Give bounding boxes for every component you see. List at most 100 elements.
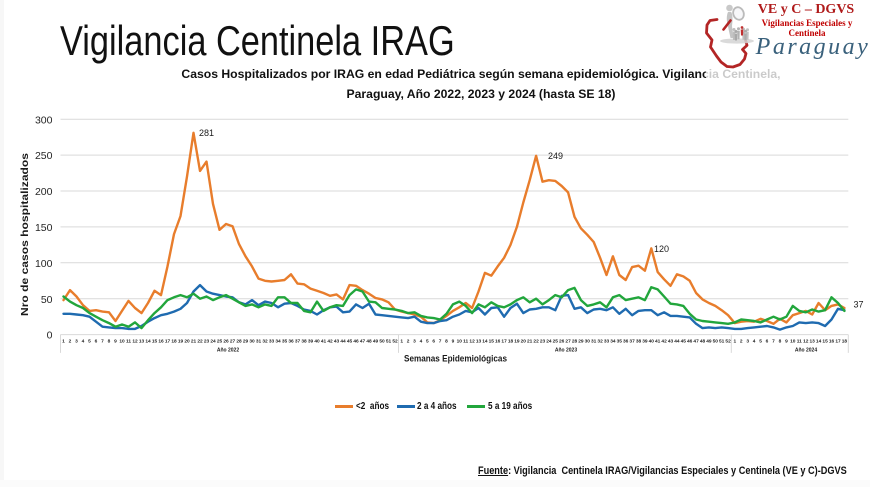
- svg-text:43: 43: [334, 339, 340, 345]
- svg-text:7: 7: [439, 339, 442, 345]
- svg-text:6: 6: [95, 339, 98, 345]
- svg-text:250: 250: [35, 150, 53, 162]
- svg-text:41: 41: [655, 339, 661, 345]
- svg-text:12: 12: [469, 339, 475, 345]
- svg-text:47: 47: [360, 339, 366, 345]
- svg-text:10: 10: [790, 339, 796, 345]
- svg-text:29: 29: [578, 339, 584, 345]
- svg-text:29: 29: [243, 339, 249, 345]
- svg-text:52: 52: [392, 339, 398, 345]
- svg-text:25: 25: [553, 339, 559, 345]
- svg-text:5: 5: [426, 339, 429, 345]
- svg-text:3: 3: [75, 339, 78, 345]
- svg-text:150: 150: [35, 222, 53, 234]
- svg-text:11: 11: [126, 339, 131, 345]
- svg-text:27: 27: [230, 339, 236, 345]
- svg-text:2: 2: [740, 339, 743, 345]
- svg-text:18: 18: [508, 339, 514, 345]
- svg-text:30: 30: [249, 339, 255, 345]
- svg-text:31: 31: [591, 339, 597, 345]
- svg-text:48: 48: [366, 339, 372, 345]
- svg-text:44: 44: [674, 339, 680, 345]
- svg-text:38: 38: [301, 339, 307, 345]
- svg-text:27: 27: [565, 339, 571, 345]
- svg-text:13: 13: [139, 339, 145, 345]
- svg-text:2: 2: [69, 339, 72, 345]
- svg-text:31: 31: [256, 339, 262, 345]
- svg-text:18: 18: [842, 339, 848, 345]
- svg-text:281: 281: [199, 128, 214, 138]
- svg-text:17: 17: [501, 339, 507, 345]
- svg-text:28: 28: [236, 339, 242, 345]
- svg-text:45: 45: [347, 339, 353, 345]
- svg-text:35: 35: [617, 339, 623, 345]
- svg-text:33: 33: [604, 339, 610, 345]
- svg-text:50: 50: [713, 339, 719, 345]
- svg-text:12: 12: [132, 339, 138, 345]
- svg-text:6: 6: [432, 339, 435, 345]
- svg-text:37: 37: [629, 339, 635, 345]
- svg-text:36: 36: [623, 339, 629, 345]
- svg-text:26: 26: [559, 339, 565, 345]
- svg-text:14: 14: [482, 339, 488, 345]
- svg-text:Nro de casos hospitalizados: Nro de casos hospitalizados: [19, 153, 31, 316]
- svg-text:1: 1: [400, 339, 403, 345]
- svg-text:15: 15: [489, 339, 495, 345]
- svg-text:23: 23: [540, 339, 546, 345]
- svg-text:Año 2023: Año 2023: [555, 348, 577, 354]
- svg-text:35: 35: [282, 339, 288, 345]
- svg-text:11: 11: [463, 339, 468, 345]
- svg-text:39: 39: [308, 339, 314, 345]
- svg-text:19: 19: [514, 339, 520, 345]
- svg-text:46: 46: [687, 339, 693, 345]
- svg-text:0: 0: [47, 330, 53, 342]
- svg-text:16: 16: [158, 339, 164, 345]
- svg-text:32: 32: [262, 339, 268, 345]
- svg-text:38: 38: [636, 339, 642, 345]
- svg-text:14: 14: [145, 339, 151, 345]
- svg-text:49: 49: [373, 339, 379, 345]
- svg-text:22: 22: [533, 339, 539, 345]
- svg-text:24: 24: [210, 339, 216, 345]
- svg-text:7: 7: [772, 339, 775, 345]
- svg-text:50: 50: [379, 339, 385, 345]
- svg-text:37: 37: [854, 300, 864, 310]
- svg-text:15: 15: [152, 339, 158, 345]
- svg-text:19: 19: [178, 339, 184, 345]
- svg-text:249: 249: [548, 151, 563, 161]
- svg-text:120: 120: [654, 244, 669, 254]
- svg-text:44: 44: [340, 339, 346, 345]
- svg-text:Año 2024: Año 2024: [795, 348, 817, 354]
- svg-text:9: 9: [114, 339, 117, 345]
- svg-text:17: 17: [835, 339, 841, 345]
- svg-text:40: 40: [314, 339, 320, 345]
- svg-text:11: 11: [797, 339, 802, 345]
- svg-text:8: 8: [108, 339, 111, 345]
- svg-text:52: 52: [725, 339, 731, 345]
- svg-text:9: 9: [452, 339, 455, 345]
- svg-text:5: 5: [88, 339, 91, 345]
- svg-text:46: 46: [353, 339, 359, 345]
- svg-text:3: 3: [746, 339, 749, 345]
- svg-text:30: 30: [585, 339, 591, 345]
- svg-text:28: 28: [572, 339, 578, 345]
- svg-text:34: 34: [610, 339, 616, 345]
- svg-text:13: 13: [476, 339, 482, 345]
- svg-text:4: 4: [82, 339, 85, 345]
- svg-text:7: 7: [101, 339, 104, 345]
- svg-text:5: 5: [759, 339, 762, 345]
- svg-text:51: 51: [386, 339, 392, 345]
- svg-text:16: 16: [495, 339, 501, 345]
- svg-text:18: 18: [171, 339, 177, 345]
- svg-text:20: 20: [184, 339, 190, 345]
- svg-text:37: 37: [295, 339, 301, 345]
- svg-text:13: 13: [810, 339, 816, 345]
- svg-text:200: 200: [35, 186, 53, 198]
- svg-text:47: 47: [693, 339, 699, 345]
- svg-text:2: 2: [407, 339, 410, 345]
- svg-text:34: 34: [275, 339, 281, 345]
- svg-text:50: 50: [41, 294, 53, 306]
- svg-text:1: 1: [62, 339, 65, 345]
- svg-text:Semanas Epidemiológicas: Semanas Epidemiológicas: [404, 354, 507, 365]
- svg-text:3: 3: [413, 339, 416, 345]
